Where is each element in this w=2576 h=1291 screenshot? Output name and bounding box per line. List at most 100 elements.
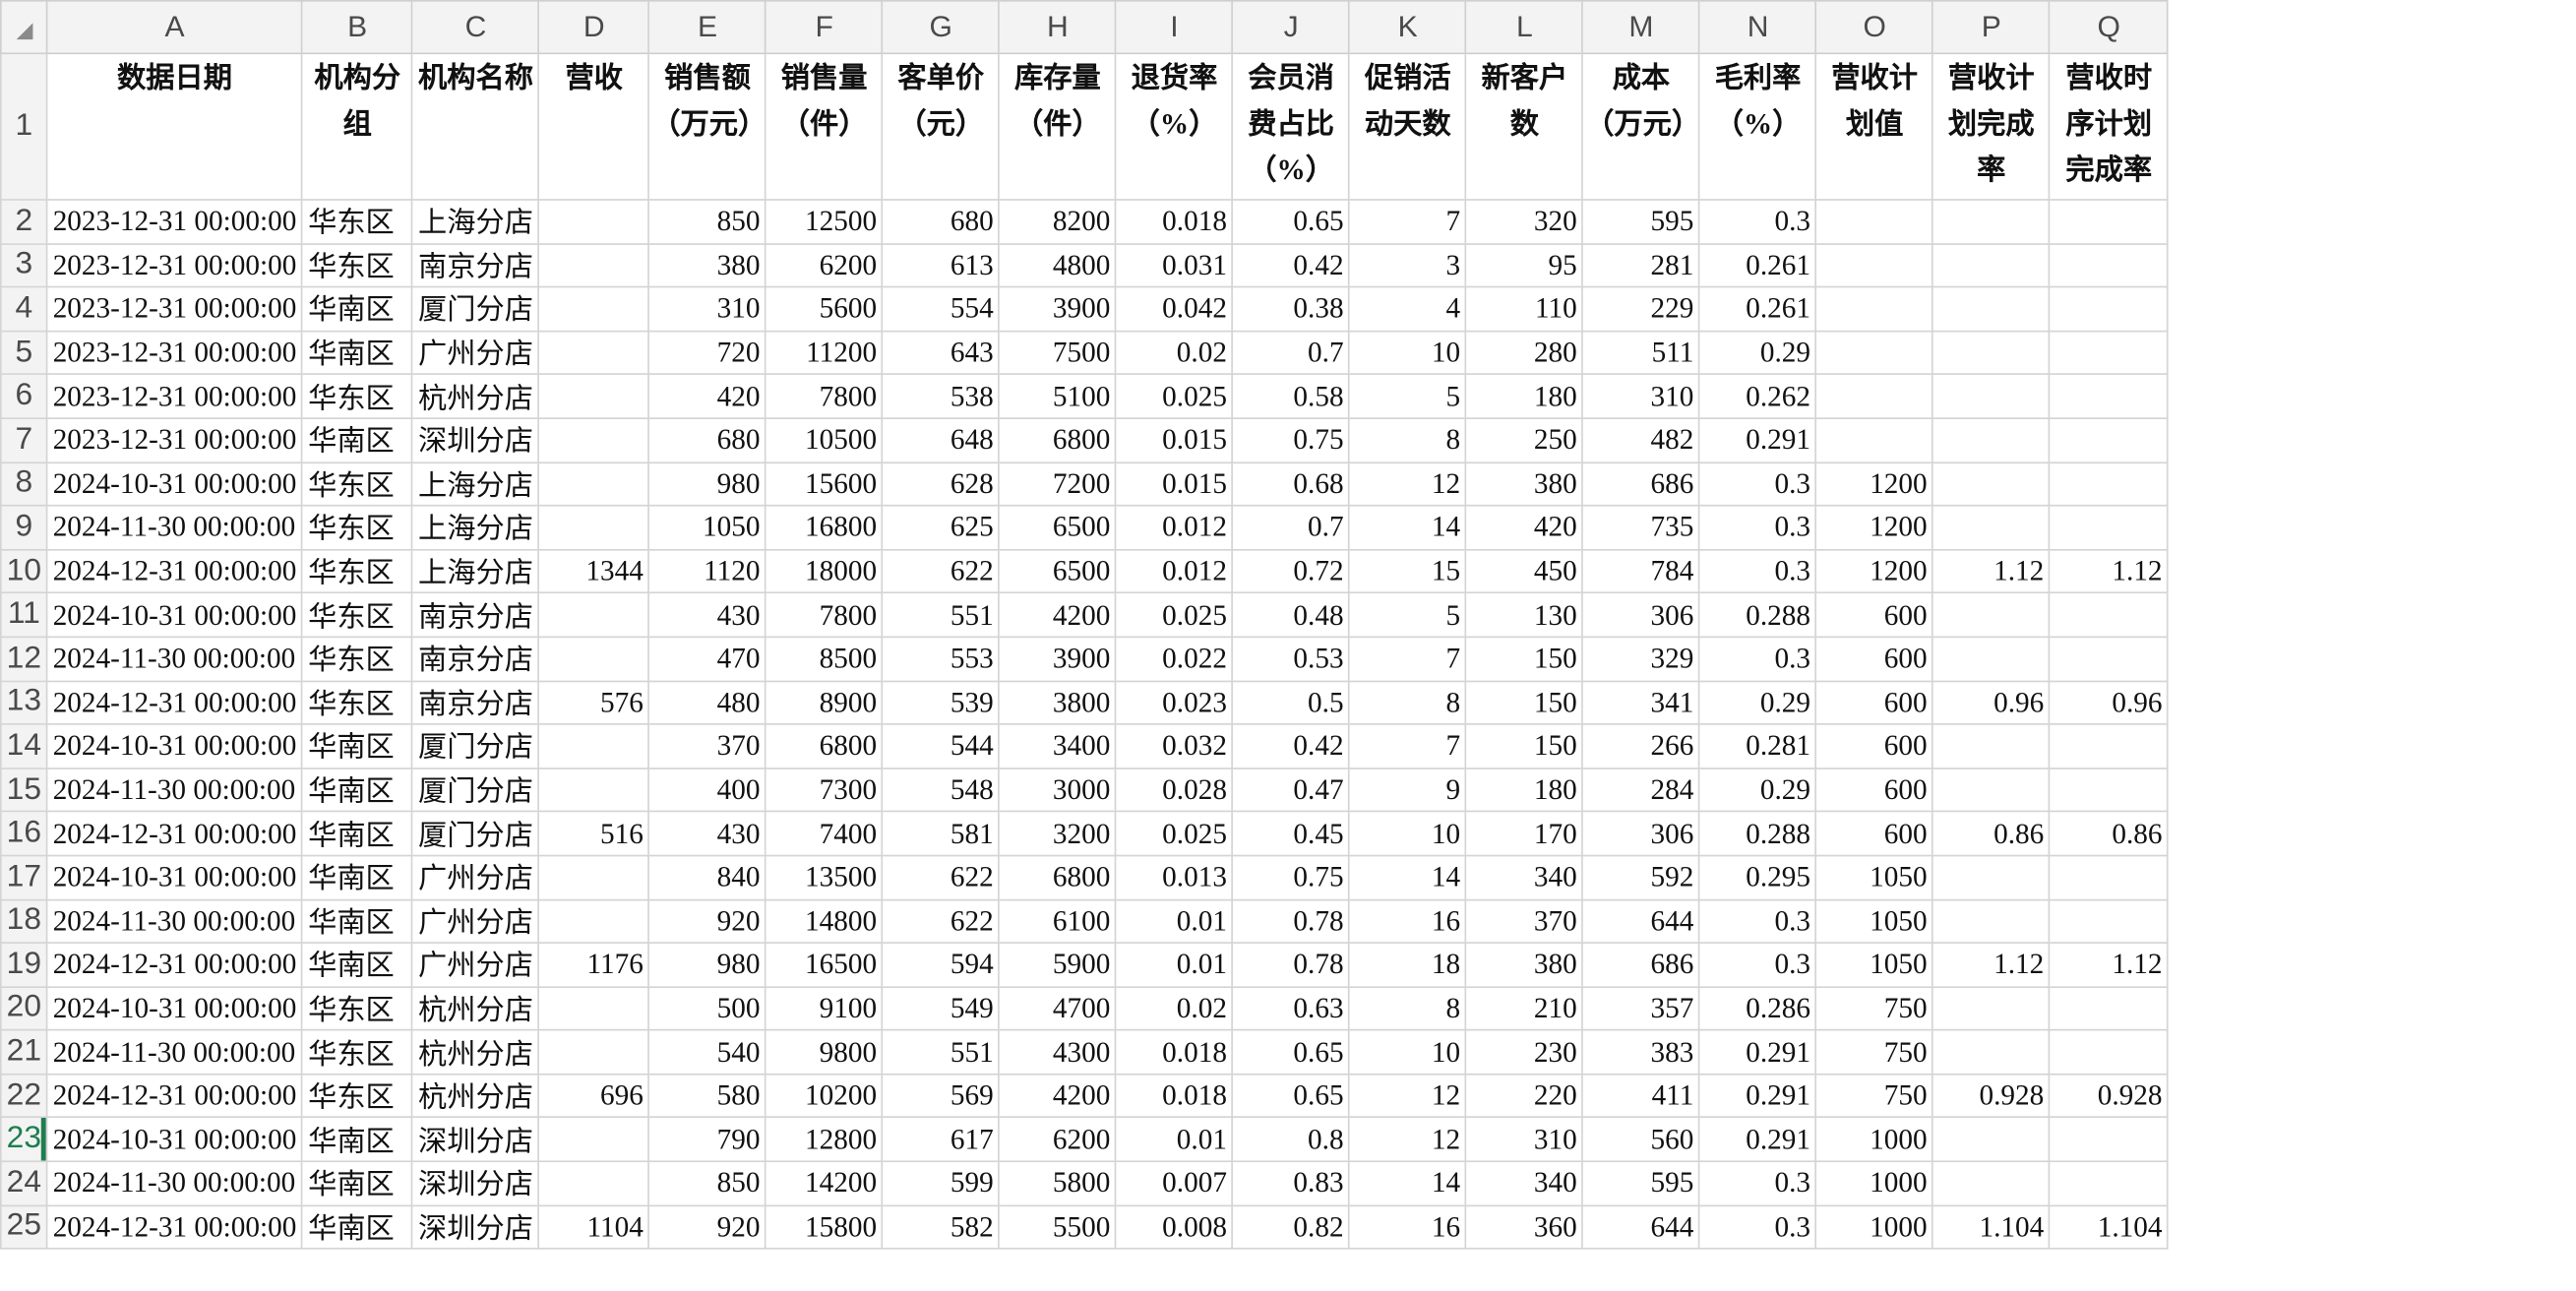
cell-n[interactable]: 0.281 [1698,723,1817,769]
row-header[interactable]: 3 [0,242,48,288]
cell-d[interactable] [537,767,650,813]
cell-a[interactable]: 2024-10-31 00:00:00 [46,985,304,1031]
cell-e[interactable]: 920 [647,1203,767,1251]
cell-d[interactable]: 576 [537,679,650,725]
cell-g[interactable]: 539 [882,679,1001,725]
cell-b[interactable]: 华南区 [301,1117,413,1163]
cell-c[interactable]: 深圳分店 [411,1203,540,1251]
cell-o[interactable]: 1050 [1815,854,1934,900]
row-header[interactable]: 13 [0,679,48,725]
cell-p[interactable]: 0.96 [1932,679,2051,725]
cell-p[interactable]: 0.86 [1932,811,2051,857]
cell-l[interactable]: 180 [1465,767,1584,813]
cell-l[interactable]: 450 [1465,548,1584,594]
cell-g[interactable]: 549 [882,985,1001,1031]
row-header-1[interactable]: 1 [0,52,48,201]
cell-m[interactable]: 735 [1581,505,1701,551]
row-header[interactable]: 17 [0,854,48,900]
cell-d[interactable] [537,636,650,682]
cell-i[interactable]: 0.02 [1115,985,1234,1031]
cell-c[interactable]: 广州分店 [411,854,540,900]
cell-h[interactable]: 8200 [998,199,1118,245]
column-header-b[interactable]: B [301,0,413,55]
cell-f[interactable]: 15600 [765,461,884,507]
cell-l[interactable]: 110 [1465,286,1584,333]
cell-m[interactable]: 644 [1581,1203,1701,1251]
cell-k[interactable]: 5 [1348,373,1467,419]
header-cell-o[interactable]: 营收计划值 [1815,52,1934,201]
row-header[interactable]: 16 [0,811,48,857]
row-header[interactable]: 21 [0,1029,48,1076]
cell-h[interactable]: 4200 [998,1073,1118,1119]
cell-f[interactable]: 15800 [765,1203,884,1251]
cell-d[interactable] [537,242,650,288]
cell-d[interactable] [537,897,650,945]
cell-i[interactable]: 0.025 [1115,811,1234,857]
cell-a[interactable]: 2024-12-31 00:00:00 [46,548,304,594]
column-header-i[interactable]: I [1115,0,1234,55]
cell-m[interactable]: 383 [1581,1029,1701,1076]
cell-o[interactable] [1815,373,1934,419]
cell-i[interactable]: 0.008 [1115,1203,1234,1251]
cell-g[interactable]: 625 [882,505,1001,551]
cell-d[interactable] [537,592,650,639]
cell-e[interactable]: 850 [647,1160,767,1206]
cell-k[interactable]: 14 [1348,1160,1467,1206]
cell-f[interactable]: 16500 [765,942,884,988]
cell-b[interactable]: 华东区 [301,461,413,507]
cell-q[interactable] [2049,1029,2170,1076]
row-header[interactable]: 22 [0,1073,48,1119]
cell-l[interactable]: 380 [1465,461,1584,507]
cell-b[interactable]: 华南区 [301,417,413,463]
cell-j[interactable]: 0.83 [1231,1160,1351,1206]
cell-j[interactable]: 0.65 [1231,199,1351,245]
column-header-o[interactable]: O [1815,0,1934,55]
cell-i[interactable]: 0.032 [1115,723,1234,769]
cell-h[interactable]: 3800 [998,679,1118,725]
cell-c[interactable]: 深圳分店 [411,417,540,463]
cell-o[interactable] [1815,286,1934,333]
cell-b[interactable]: 华南区 [301,1203,413,1251]
cell-l[interactable]: 220 [1465,1073,1584,1119]
cell-n[interactable]: 0.3 [1698,1160,1817,1206]
cell-e[interactable]: 580 [647,1073,767,1119]
cell-i[interactable]: 0.031 [1115,242,1234,288]
cell-d[interactable]: 1176 [537,942,650,988]
cell-p[interactable] [1932,286,2051,333]
cell-p[interactable] [1932,330,2051,376]
cell-i[interactable]: 0.022 [1115,636,1234,682]
cell-o[interactable]: 1200 [1815,461,1934,507]
cell-l[interactable]: 210 [1465,985,1584,1031]
cell-i[interactable]: 0.025 [1115,592,1234,639]
cell-d[interactable]: 1344 [537,548,650,594]
cell-h[interactable]: 4200 [998,592,1118,639]
cell-b[interactable]: 华南区 [301,897,413,945]
cell-n[interactable]: 0.3 [1698,461,1817,507]
cell-d[interactable] [537,1160,650,1206]
cell-a[interactable]: 2024-11-30 00:00:00 [46,897,304,945]
cell-p[interactable] [1932,897,2051,945]
cell-o[interactable]: 600 [1815,723,1934,769]
cell-n[interactable]: 0.261 [1698,286,1817,333]
cell-a[interactable]: 2023-12-31 00:00:00 [46,199,304,245]
row-header[interactable]: 10 [0,548,48,594]
cell-a[interactable]: 2024-10-31 00:00:00 [46,854,304,900]
cell-a[interactable]: 2023-12-31 00:00:00 [46,417,304,463]
cell-g[interactable]: 680 [882,199,1001,245]
cell-h[interactable]: 5100 [998,373,1118,419]
row-header[interactable]: 14 [0,723,48,769]
cell-k[interactable]: 3 [1348,242,1467,288]
cell-a[interactable]: 2024-10-31 00:00:00 [46,592,304,639]
cell-p[interactable] [1932,723,2051,769]
cell-a[interactable]: 2024-10-31 00:00:00 [46,723,304,769]
cell-b[interactable]: 华南区 [301,330,413,376]
cell-l[interactable]: 340 [1465,854,1584,900]
cell-n[interactable]: 0.261 [1698,242,1817,288]
cell-q[interactable] [2049,330,2170,376]
cell-n[interactable]: 0.291 [1698,417,1817,463]
cell-i[interactable]: 0.012 [1115,505,1234,551]
cell-l[interactable]: 130 [1465,592,1584,639]
cell-e[interactable]: 430 [647,811,767,857]
cell-c[interactable]: 厦门分店 [411,767,540,813]
cell-f[interactable]: 5600 [765,286,884,333]
